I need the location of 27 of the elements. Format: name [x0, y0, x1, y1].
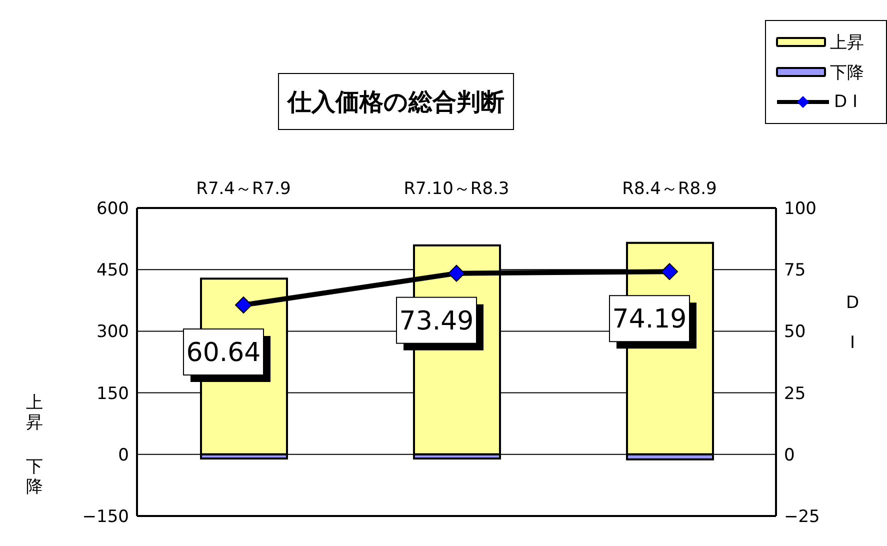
chart-title: 仕入価格の総合判断	[288, 86, 504, 118]
y-tick-label: 600	[96, 199, 129, 220]
y2-tick-label: 50	[784, 322, 806, 342]
y2-tick-label: 100	[784, 199, 816, 220]
point	[235, 296, 252, 314]
y2-tick-label: −25	[784, 507, 820, 528]
point	[448, 264, 465, 282]
point	[661, 263, 678, 280]
legend-label: 下降	[830, 62, 864, 84]
y-tick-label: 0	[118, 445, 129, 466]
legend-label: D I	[834, 92, 858, 112]
y2-tick-label: 75	[784, 260, 806, 281]
y2-tick-label: 0	[784, 445, 795, 466]
y-tick-label: 150	[96, 384, 129, 404]
legend-label: 上昇	[830, 32, 864, 54]
data-label: 60.64	[186, 338, 261, 368]
y2-tick-label: 25	[784, 384, 806, 404]
y-tick-label: −150	[82, 507, 129, 528]
text: 上昇下降	[26, 393, 43, 497]
y-tick-label: 450	[96, 260, 129, 281]
data-label: 73.49	[399, 306, 474, 336]
x-tick-label: R7.10～R8.3	[404, 179, 510, 199]
x-tick-label: R8.4～R8.9	[622, 179, 717, 199]
y-tick-label: 300	[96, 322, 129, 342]
data-label: 74.19	[612, 304, 687, 335]
y2-axis-title: D I	[846, 293, 860, 353]
x-tick-label: R7.4～R7.9	[196, 179, 291, 199]
